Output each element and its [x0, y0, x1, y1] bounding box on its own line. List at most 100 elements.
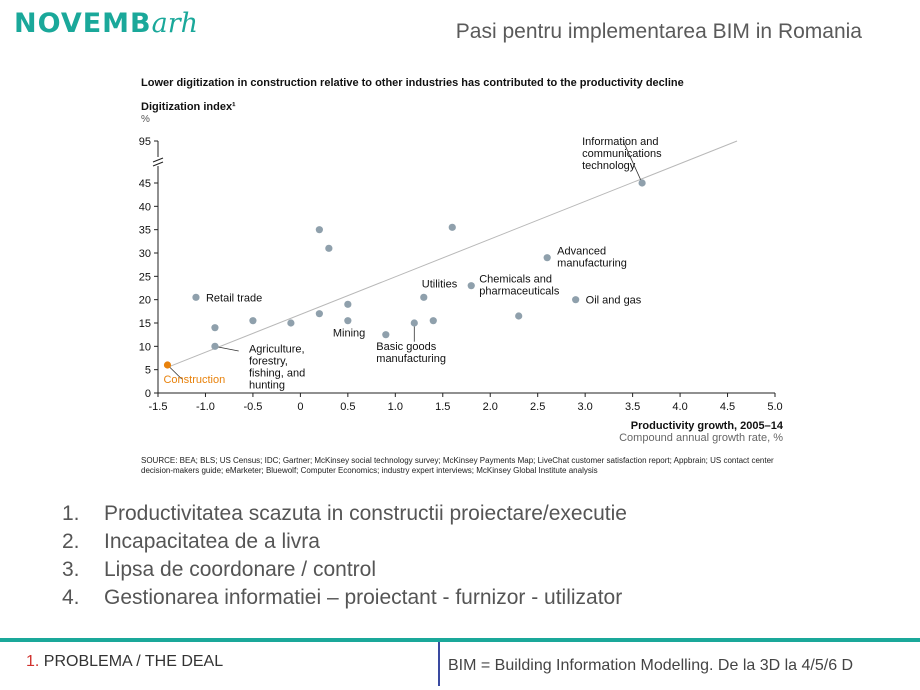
x-tick-label: -0.5 — [243, 401, 262, 413]
y-tick-label: 0 — [145, 388, 151, 400]
y-tick-label: 15 — [139, 318, 151, 330]
point-label-line: Mining — [333, 328, 365, 340]
x-tick-label: 1.0 — [388, 401, 403, 413]
logo-main-text: NOVEMB — [14, 8, 152, 39]
point-label-line: hunting — [249, 379, 285, 391]
data-point — [344, 300, 352, 308]
label-leader-line — [622, 140, 643, 184]
data-point — [410, 319, 418, 327]
point-label: Oil and gas — [586, 295, 642, 307]
source-note: SOURCE: BEA; BLS; US Census; IDC; Gartne… — [141, 456, 774, 475]
data-point — [325, 244, 333, 252]
footer-section: 1. PROBLEMA / THE DEAL — [26, 653, 223, 671]
point-label-line: Construction — [163, 374, 225, 386]
point-label-line: forestry, — [249, 355, 288, 367]
list-item: 3. Lipsa de coordonare / control — [62, 556, 627, 584]
data-point — [192, 293, 200, 301]
y-tick-label: 20 — [139, 295, 151, 307]
x-tick-label: 3.5 — [625, 401, 640, 413]
point-label-line: fishing, and — [249, 367, 305, 379]
data-point — [448, 223, 456, 231]
y-tick-label: 40 — [139, 201, 151, 213]
point-label-line: communications — [582, 148, 662, 160]
data-point — [382, 331, 390, 339]
x-tick-label: 0.5 — [340, 401, 355, 413]
chart-title: Lower digitization in construction relat… — [141, 77, 684, 89]
point-label-line: Advanced — [557, 246, 606, 258]
x-tick-label: 4.5 — [720, 401, 735, 413]
x-tick-label: 1.5 — [435, 401, 450, 413]
slide-title: Pasi pentru implementarea BIM in Romania — [455, 20, 862, 43]
data-point — [420, 293, 428, 301]
point-label: Chemicals and pharmaceuticals — [479, 274, 560, 298]
y-tick-label: 5 — [145, 365, 151, 377]
point-label-line: Oil and gas — [586, 295, 642, 307]
point-label-line: manufacturing — [376, 353, 446, 365]
point-label: Agriculture, forestry, fishing, and hunting — [249, 343, 305, 391]
logo-tail-text: arh — [151, 8, 199, 39]
list-item-number: 1. — [62, 502, 80, 525]
data-point — [344, 317, 352, 325]
trend-line — [167, 140, 738, 368]
list-item-text: Incapacitatea de a livra — [104, 530, 320, 553]
point-label: Mining — [333, 328, 365, 340]
list-item-text: Gestionarea informatiei – proiectant - f… — [104, 586, 623, 609]
axis-break-mark — [152, 157, 164, 163]
x-tick-label: -1.0 — [196, 401, 215, 413]
data-point — [467, 282, 475, 290]
point-label-line: Retail trade — [206, 292, 262, 304]
data-point — [543, 254, 551, 262]
list-item-number: 3. — [62, 558, 80, 581]
x-axis-label: Productivity growth, 2005–14 — [630, 420, 783, 432]
brand-logo: NOVEMBarh — [14, 8, 198, 39]
point-label: Information and communications technology — [582, 136, 662, 172]
point-label-line: Chemicals and — [479, 274, 552, 286]
list-item: 2. Incapacitatea de a livra — [62, 528, 627, 556]
point-label: Retail trade — [206, 292, 262, 304]
data-point — [429, 317, 437, 325]
x-tick-label: 2.0 — [483, 401, 498, 413]
point-label: Basic goods manufacturing — [376, 341, 446, 365]
data-point — [211, 342, 219, 350]
construction-point — [163, 361, 172, 369]
y-tick-label: 25 — [139, 271, 151, 283]
problem-list: 1. Productivitatea scazuta in constructii… — [62, 500, 627, 612]
y-tick-label: 95 — [139, 136, 151, 148]
point-label: Construction — [163, 374, 225, 386]
axis-break-mark — [152, 161, 164, 167]
list-item: 4. Gestionarea informatiei – proiectant -… — [62, 584, 627, 612]
scatter-plot: -1.5 -1.0 -0.5 0 0.5 1.0 1.5 2.0 2.5 3.0 3.5 4.0 4.5… — [139, 136, 783, 413]
point-label: Advanced manufacturing — [557, 246, 627, 270]
point-label-line: Utilities — [422, 278, 458, 290]
x-tick-label: -1.5 — [149, 401, 168, 413]
x-axis-unit: Compound annual growth rate, % — [619, 432, 783, 444]
point-label-line: Information and — [582, 136, 658, 148]
point-label-line: technology — [582, 160, 636, 172]
footer-section-number: 1. — [26, 653, 40, 670]
point-label: Utilities — [422, 278, 458, 290]
list-item: 1. Productivitatea scazuta in constructii… — [62, 500, 627, 528]
y-tick-label: 30 — [139, 248, 151, 260]
list-item-text: Productivitatea scazuta in constructii p… — [104, 502, 627, 525]
data-point — [287, 319, 295, 327]
y-tick-label: 10 — [139, 341, 151, 353]
x-tick-label: 5.0 — [767, 401, 782, 413]
point-label-line: pharmaceuticals — [479, 286, 560, 298]
y-axis-label: Digitization index¹ — [141, 101, 236, 113]
data-point — [638, 179, 646, 187]
point-label-line: Basic goods — [376, 341, 436, 353]
list-item-number: 2. — [62, 530, 80, 553]
list-item-number: 4. — [62, 586, 80, 609]
y-axis-unit: % — [141, 114, 150, 125]
footer-divider — [438, 642, 440, 686]
label-leader-line — [214, 345, 239, 352]
data-point — [572, 296, 580, 304]
point-label-line: manufacturing — [557, 258, 627, 270]
footer-note: BIM = Building Information Modelling. De… — [448, 657, 854, 674]
data-point — [315, 226, 323, 234]
y-tick-label: 45 — [139, 178, 151, 190]
data-point — [211, 324, 219, 332]
data-point — [315, 310, 323, 318]
footer-bar — [0, 638, 920, 642]
data-point — [249, 317, 257, 325]
